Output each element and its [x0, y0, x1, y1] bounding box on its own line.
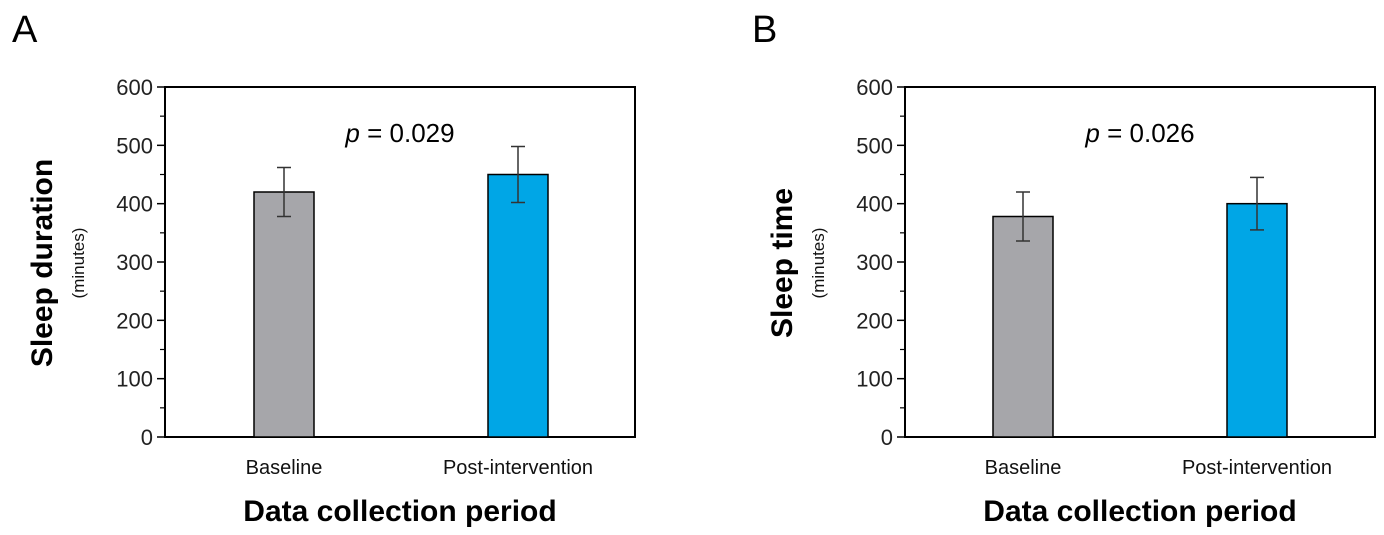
y-tick-label: 400 [116, 192, 153, 217]
x-category-label: Baseline [985, 457, 1062, 479]
bar-baseline [992, 215, 1054, 438]
y-tick-label: 300 [856, 250, 893, 275]
x-category-label: Post-intervention [1182, 457, 1332, 479]
y-tick-label: 300 [116, 250, 153, 275]
x-category-label: Baseline [246, 457, 323, 479]
y-tick-label: 200 [116, 308, 153, 333]
y-axis-unit: (minutes) [809, 228, 828, 299]
chart-panel-b: B 0 100 200 300 400 500 600 Baseline Post-interve… [752, 9, 1376, 528]
y-tick-label: 0 [141, 425, 153, 450]
p-value-annotation: p = 0.026 [1084, 118, 1194, 148]
y-tick-label: 100 [116, 367, 153, 392]
p-value-symbol: p [344, 118, 359, 148]
y-tick-label: 600 [116, 75, 153, 100]
y-tick-label: 100 [856, 367, 893, 392]
bar-post-intervention [487, 173, 549, 438]
panel-letter: B [752, 9, 777, 51]
y-axis-title: Sleep duration [26, 159, 59, 367]
x-axis-title: Data collection period [243, 495, 556, 528]
x-category-label: Post-intervention [443, 457, 593, 479]
bar-post-intervention [1226, 202, 1288, 438]
chart-panel-a: A 0 100 200 300 400 500 600 Baseline Post-interve… [12, 9, 636, 528]
p-value-text: = 0.026 [1100, 118, 1195, 148]
p-value-text: = 0.029 [360, 118, 455, 148]
y-tick-label: 400 [856, 192, 893, 217]
p-value-symbol: p [1084, 118, 1099, 148]
panel-letter: A [12, 9, 38, 51]
p-value-annotation: p = 0.029 [344, 118, 454, 148]
y-tick-label: 600 [856, 75, 893, 100]
y-axis-unit: (minutes) [69, 228, 88, 299]
x-axis-title: Data collection period [983, 495, 1296, 528]
y-tick-label: 500 [856, 133, 893, 158]
y-tick-label: 0 [881, 425, 893, 450]
y-tick-label: 200 [856, 308, 893, 333]
y-tick-label: 500 [116, 133, 153, 158]
bar-baseline [253, 191, 315, 438]
y-axis-title: Sleep time [766, 188, 799, 338]
